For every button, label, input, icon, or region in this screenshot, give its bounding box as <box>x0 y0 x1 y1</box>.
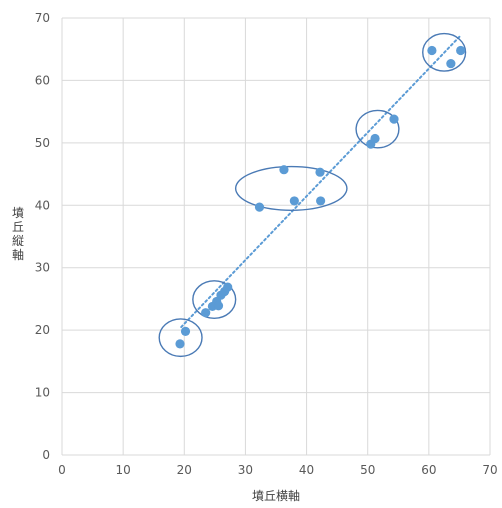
data-point <box>370 133 380 144</box>
data-point <box>201 308 211 318</box>
data-point <box>315 167 325 177</box>
data-point <box>456 45 466 56</box>
x-tick-label: 30 <box>238 463 253 477</box>
data-point <box>316 196 326 206</box>
cluster-ellipse <box>192 280 237 319</box>
x-tick-label: 60 <box>421 463 436 477</box>
y-tick-label: 60 <box>35 73 50 87</box>
y-tick-label: 10 <box>35 386 50 400</box>
y-axis-title: 墳丘縦軸 <box>12 206 24 262</box>
y-tick-label: 20 <box>35 323 50 337</box>
x-tick-label: 20 <box>177 463 192 477</box>
cluster-ellipse <box>158 318 203 358</box>
data-point <box>427 45 437 56</box>
trendline <box>180 35 461 329</box>
y-tick-label: 40 <box>35 198 50 212</box>
data-point <box>223 282 233 292</box>
cluster-ellipse <box>355 109 400 149</box>
y-tick-label: 30 <box>35 261 50 275</box>
data-point <box>213 301 224 311</box>
cluster-ellipse <box>234 165 348 211</box>
data-point <box>254 202 265 212</box>
annotation-ellipses <box>158 32 467 358</box>
data-points <box>175 45 466 349</box>
data-point <box>389 114 399 124</box>
data-point <box>180 326 191 336</box>
x-tick-label: 50 <box>360 463 375 477</box>
x-tick-label: 0 <box>58 463 66 477</box>
y-tick-label: 70 <box>35 11 50 25</box>
y-tick-label: 50 <box>35 136 50 150</box>
y-tick-label: 0 <box>42 448 50 462</box>
gridlines <box>61 17 491 456</box>
data-point <box>279 165 289 175</box>
data-point <box>446 58 456 69</box>
trendline-line <box>180 35 461 329</box>
x-axis-title: 墳丘横軸 <box>252 489 300 503</box>
cluster-ellipse <box>422 32 467 72</box>
data-point <box>175 339 185 349</box>
y-axis-ticks: 0 10 20 30 40 50 60 70 <box>35 11 50 462</box>
x-tick-label: 70 <box>482 463 497 477</box>
data-point <box>289 196 299 206</box>
x-axis-ticks: 0 10 20 30 40 50 60 70 <box>58 463 497 477</box>
x-tick-label: 40 <box>299 463 314 477</box>
x-tick-label: 10 <box>116 463 131 477</box>
